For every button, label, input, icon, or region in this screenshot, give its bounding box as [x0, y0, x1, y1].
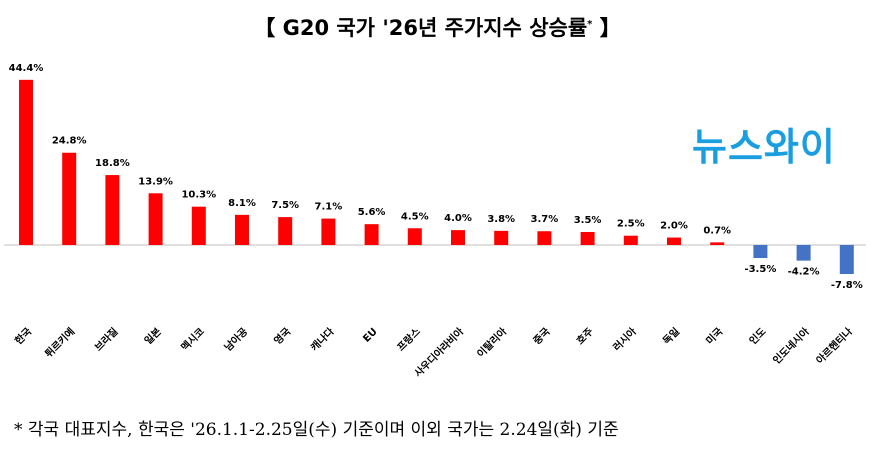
- data-label: 3.5%: [574, 215, 602, 226]
- data-label: -4.2%: [788, 267, 820, 278]
- category-label: 일본: [142, 325, 164, 347]
- category-label: 영국: [271, 325, 293, 347]
- chart-title: 【 G20 국가 '26년 주가지수 상승률* 】: [254, 16, 621, 40]
- data-label: 2.5%: [617, 219, 645, 230]
- bar: [580, 231, 595, 245]
- data-label: 18.8%: [95, 158, 130, 169]
- category-label: 한국: [13, 326, 35, 348]
- category-label: 멕시코: [178, 325, 207, 354]
- bar: [710, 242, 725, 245]
- category-label: 중국: [531, 326, 553, 348]
- bar: [105, 175, 120, 245]
- bar: [494, 230, 509, 245]
- category-label: 이탈리아: [474, 324, 510, 360]
- bar: [191, 206, 206, 245]
- category-label: 인도네시아: [770, 324, 812, 366]
- bar: [364, 224, 379, 245]
- footnote: * 각국 대표지수, 한국은 '26.1.1-2.25일(수) 기준이며 이외 …: [14, 420, 619, 440]
- bar: [753, 245, 768, 259]
- bar: [623, 235, 638, 245]
- category-label: 프랑스: [395, 326, 423, 354]
- category-label: 튀르키예: [42, 325, 77, 360]
- bar: [839, 245, 854, 275]
- bar: [19, 79, 33, 245]
- data-label: 0.7%: [703, 225, 731, 236]
- data-label: 7.5%: [271, 200, 299, 211]
- data-label: 4.0%: [444, 213, 472, 224]
- data-label: 3.7%: [531, 214, 559, 225]
- bar: [407, 228, 422, 245]
- category-label: 러시아: [610, 324, 639, 353]
- data-label: 7.1%: [315, 202, 343, 213]
- category-label: 브라질: [92, 325, 121, 354]
- category-label: 호주: [574, 325, 596, 347]
- data-label: 3.8%: [487, 214, 515, 225]
- category-label: 아르헨티나: [813, 324, 855, 366]
- bar: [148, 193, 163, 245]
- bar: [796, 245, 811, 261]
- data-label: -3.5%: [744, 264, 776, 275]
- data-label: -7.8%: [831, 280, 863, 291]
- category-label: EU: [361, 326, 379, 344]
- data-label: 13.9%: [138, 176, 173, 187]
- data-label: 5.6%: [358, 207, 386, 218]
- category-label: 인도: [746, 325, 768, 347]
- bar: [451, 230, 465, 245]
- data-label: 10.3%: [181, 190, 216, 201]
- bar: [321, 218, 336, 245]
- bar: [235, 214, 249, 245]
- bar: [537, 231, 552, 245]
- category-label: 남아공: [221, 325, 250, 354]
- data-label: 4.5%: [401, 211, 429, 222]
- category-label: 미국: [703, 325, 725, 347]
- category-label: 독일: [660, 325, 682, 347]
- category-label: 캐나다: [308, 324, 337, 353]
- logo: 뉴스와이: [692, 125, 836, 169]
- bar: [62, 152, 77, 245]
- data-label: 2.0%: [660, 221, 688, 232]
- data-label: 44.4%: [9, 63, 44, 74]
- bar: [667, 237, 681, 245]
- data-label: 8.1%: [228, 198, 256, 209]
- bar: [278, 217, 293, 245]
- data-label: 24.8%: [52, 136, 87, 147]
